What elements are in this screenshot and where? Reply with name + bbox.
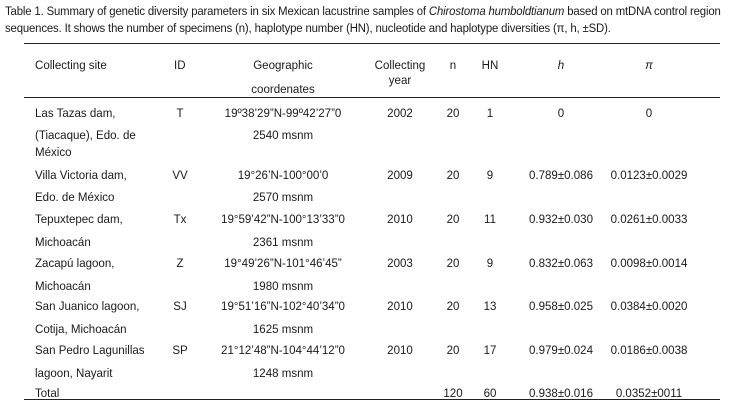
row-0-site-3: México [35, 145, 72, 159]
row-3-pi: 0.0098±0.0014 [610, 256, 688, 270]
total-hn: 60 [483, 386, 497, 400]
row-4-id: SJ [173, 299, 187, 313]
header-rule [24, 97, 720, 98]
species-name: Chirostoma humboldtianum [428, 4, 565, 18]
row-4-n: 20 [446, 299, 460, 313]
total-label: Total [35, 386, 60, 400]
row-3-site-2: Michoacán [35, 279, 91, 293]
bottom-rule [24, 399, 720, 400]
table-caption: Table 1. Summary of genetic diversity pa… [5, 3, 740, 37]
header-year-1: Collecting [374, 58, 426, 72]
row-3-hn: 9 [486, 256, 494, 270]
row-5-year: 2010 [387, 343, 413, 357]
row-1-id: VV [172, 168, 188, 182]
header-hn: HN [481, 58, 499, 72]
row-2-alt: 2361 msnm [252, 235, 314, 249]
row-5-id: SP [172, 343, 188, 357]
header-collecting-site: Collecting site [35, 58, 107, 72]
row-2-id: Tx [173, 212, 187, 226]
row-1-pi: 0.0123±0.0029 [610, 168, 688, 182]
row-5-n: 20 [446, 343, 460, 357]
row-4-coord: 19°51’16”N-102°40’34”0 [221, 299, 345, 313]
header-coords-2: coordenates [251, 82, 315, 96]
row-1-year: 2009 [387, 168, 413, 182]
row-5-site-2: lagoon, Nayarit [35, 366, 113, 380]
row-0-alt: 2540 msnm [252, 128, 314, 142]
row-4-h: 0.958±0.025 [528, 299, 593, 313]
row-0-site-1: Las Tazas dam, [35, 106, 116, 120]
row-1-hn: 9 [486, 168, 494, 182]
row-4-site-2: Cotija, Michoacán [35, 322, 127, 336]
row-0-coord: 19º38’29”N-99º42’27”0 [224, 106, 342, 120]
row-0-n: 20 [446, 106, 460, 120]
header-h: h [557, 58, 565, 72]
row-0-h: 0 [557, 106, 565, 120]
row-1-site-2: Edo. de México [35, 190, 115, 204]
total-n: 120 [443, 386, 463, 400]
row-1-alt: 2570 msnm [252, 190, 314, 204]
row-1-h: 0.789±0.086 [528, 168, 593, 182]
row-0-id: T [176, 106, 184, 120]
row-2-hn: 11 [484, 212, 496, 226]
row-0-year: 2002 [387, 106, 413, 120]
row-0-pi: 0 [645, 106, 653, 120]
row-1-coord: 19°26’N-100°00’0 [237, 168, 329, 182]
row-3-year: 2003 [387, 256, 413, 270]
row-2-pi: 0.0261±0.0033 [610, 212, 688, 226]
row-4-hn: 13 [483, 299, 497, 313]
row-3-coord: 19°49’26”N-101°46’45” [224, 256, 342, 270]
row-3-site-1: Zacapú lagoon, [35, 256, 115, 270]
header-id: ID [174, 58, 186, 72]
row-3-id: Z [176, 256, 184, 270]
row-0-hn: 1 [486, 106, 494, 120]
row-5-site-1: San Pedro Lagunillas [35, 343, 145, 357]
row-4-site-1: San Juanico lagoon, [35, 299, 140, 313]
row-5-pi: 0.0186±0.0038 [610, 343, 688, 357]
row-3-n: 20 [446, 256, 460, 270]
row-0-site-2: (Tiacaque), Edo. de [35, 128, 136, 142]
header-n: n [449, 58, 457, 72]
row-2-site-1: Tepuxtepec dam, [35, 212, 123, 226]
row-4-alt: 1625 msnm [252, 322, 314, 336]
row-2-coord: 19°59’42”N-100°13’33”0 [221, 212, 345, 226]
row-5-alt: 1248 msnm [252, 366, 314, 380]
row-3-alt: 1980 msnm [252, 279, 314, 293]
header-coords-1: Geographic [253, 58, 313, 72]
total-pi: 0.0352±0011 [615, 386, 683, 400]
row-2-site-2: Michoacán [35, 235, 91, 249]
caption-line-2: sequences. It shows the number of specim… [5, 21, 611, 35]
row-5-coord: 21°12’48”N-104°44’12”0 [221, 343, 345, 357]
header-pi: π [645, 58, 653, 72]
row-5-hn: 17 [483, 343, 497, 357]
row-1-n: 20 [446, 168, 460, 182]
top-rule [24, 43, 720, 44]
row-2-h: 0.932±0.030 [528, 212, 593, 226]
row-1-site-1: Villa Victoria dam, [35, 168, 127, 182]
caption-line-1: Table 1. Summary of genetic diversity pa… [5, 4, 721, 18]
total-h: 0.938±0.016 [528, 386, 593, 400]
header-year-2: year [388, 73, 412, 87]
row-5-h: 0.979±0.024 [528, 343, 593, 357]
row-3-h: 0.832±0.063 [528, 256, 593, 270]
row-2-n: 20 [446, 212, 460, 226]
row-4-year: 2010 [387, 299, 413, 313]
row-2-year: 2010 [387, 212, 413, 226]
row-4-pi: 0.0384±0.0020 [610, 299, 688, 313]
